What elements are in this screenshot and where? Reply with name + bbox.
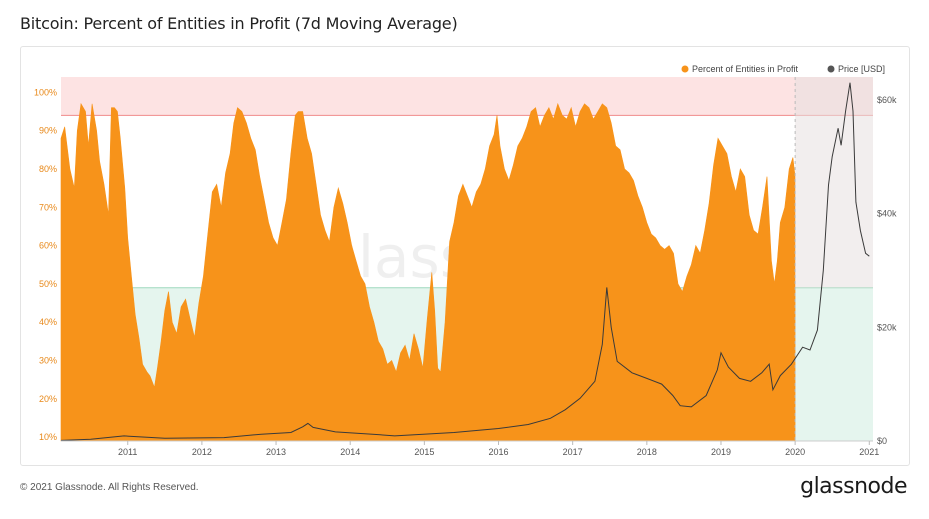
y-right-tick: $0 (877, 436, 887, 446)
y-left-tick: 30% (39, 356, 57, 366)
x-tick-label: 2015 (414, 447, 434, 457)
y-right-tick: $60k (877, 95, 897, 105)
y-left-tick: 70% (39, 202, 57, 212)
page-title: Bitcoin: Percent of Entities in Profit (… (20, 14, 458, 33)
x-tick-label: 2011 (118, 447, 137, 457)
legend-label[interactable]: Percent of Entities in Profit (692, 64, 799, 74)
x-tick-label: 2018 (637, 447, 657, 457)
x-axis: 2011 2012 2013 2014 2015 2016 2017 2018 2019 2020… (61, 440, 879, 457)
chart-container[interactable]: glassnode 10%20%30%40%50%60%70%80%90%100… (20, 46, 910, 466)
shade-region (795, 77, 873, 288)
copyright-text: © 2021 Glassnode. All Rights Reserved. (20, 482, 199, 493)
y-axis-left: 10% 20% 30% 40% 50% 60% 70% 80% 90% 100% (34, 87, 57, 442)
x-tick-label: 2012 (192, 447, 212, 457)
x-tick-label: 2019 (711, 447, 731, 457)
y-left-tick: 10% (39, 432, 57, 442)
legend-marker[interactable] (827, 65, 835, 73)
y-right-tick: $20k (877, 322, 897, 332)
chart-svg[interactable]: glassnode 10%20%30%40%50%60%70%80%90%100… (21, 47, 909, 465)
price-line-layer (60, 82, 870, 441)
y-left-tick: 60% (39, 241, 57, 251)
y-left-tick: 50% (39, 279, 57, 289)
y-left-tick: 100% (34, 87, 57, 97)
x-tick-label: 2014 (340, 447, 360, 457)
y-left-tick: 40% (39, 317, 57, 327)
x-tick-label: 2017 (563, 447, 583, 457)
brand-logo: glassnode (800, 474, 907, 499)
y-left-tick: 90% (39, 126, 57, 136)
legend-label[interactable]: Price [USD] (838, 64, 885, 74)
price-line[interactable] (60, 82, 870, 441)
x-tick-label: 2020 (785, 447, 805, 457)
y-left-tick: 80% (39, 164, 57, 174)
projection-shade (794, 77, 873, 441)
legend: Percent of Entities in Profit Price [USD] (681, 64, 885, 74)
x-tick-label: 2016 (489, 447, 509, 457)
profit-area-layer (60, 102, 796, 442)
y-left-tick: 20% (39, 394, 57, 404)
y-axis-right: $0 $20k $40k $60k (877, 95, 897, 446)
profit-area[interactable] (60, 102, 796, 442)
upper-band (61, 77, 873, 116)
x-tick-label: 2021 (859, 447, 879, 457)
x-tick-label: 2013 (266, 447, 286, 457)
y-right-tick: $40k (877, 209, 897, 219)
legend-marker[interactable] (681, 65, 689, 73)
